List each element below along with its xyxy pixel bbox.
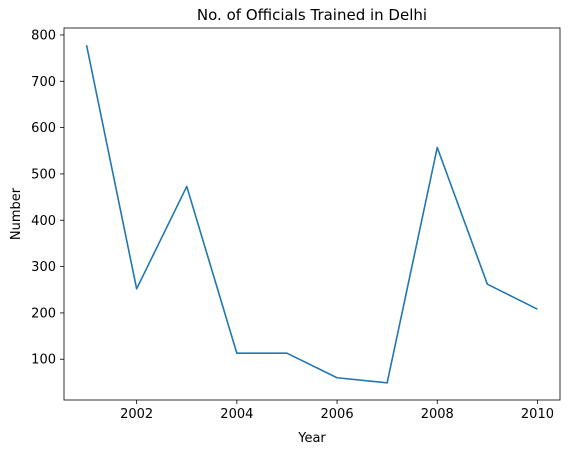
data-point [436, 146, 439, 149]
y-tick-label: 400 [31, 214, 56, 229]
x-axis: 2002 2004 2006 2008 2010 [120, 400, 554, 422]
data-point [536, 308, 539, 311]
y-axis-label: Number [9, 187, 24, 240]
data-point [235, 352, 238, 355]
x-tick-label: 2006 [321, 407, 354, 422]
data-point [185, 185, 188, 188]
y-axis: 100 200 300 400 500 600 700 800 [31, 28, 64, 368]
y-tick-label: 700 [31, 75, 56, 90]
data-point [336, 376, 339, 379]
x-tick-label: 2002 [120, 407, 153, 422]
x-tick-label: 2004 [220, 407, 253, 422]
data-point [85, 44, 88, 47]
y-tick-label: 500 [31, 167, 56, 182]
series-layer [85, 44, 539, 384]
data-point [135, 287, 138, 290]
y-tick-label: 800 [31, 28, 56, 43]
data-point [386, 381, 389, 384]
plot-background [64, 28, 560, 400]
y-tick-label: 300 [31, 260, 56, 275]
x-tick-label: 2008 [421, 407, 454, 422]
y-tick-label: 600 [31, 121, 56, 136]
chart-title: No. of Officials Trained in Delhi [197, 6, 427, 24]
plot-frame [63, 27, 561, 401]
y-tick-label: 100 [31, 353, 56, 368]
y-tick-label: 200 [31, 306, 56, 321]
series-line-0 [85, 44, 538, 384]
data-point [486, 283, 489, 286]
data-point [285, 352, 288, 355]
x-axis-label: Year [297, 431, 326, 446]
x-tick-label: 2010 [521, 407, 554, 422]
